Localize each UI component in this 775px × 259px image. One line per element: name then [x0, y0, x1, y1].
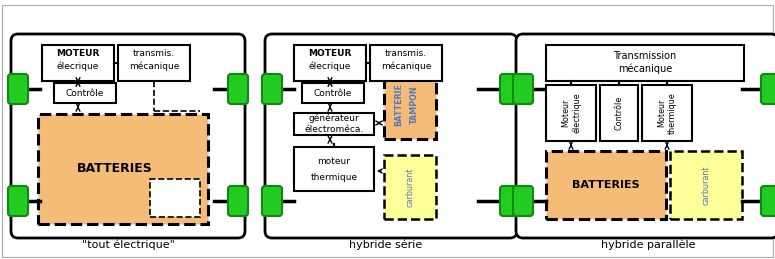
Text: BATTERIE: BATTERIE — [394, 83, 404, 126]
Text: hybride parallèle: hybride parallèle — [601, 240, 695, 250]
Text: carburant: carburant — [701, 165, 711, 205]
FancyBboxPatch shape — [761, 74, 775, 104]
FancyBboxPatch shape — [294, 147, 374, 191]
Text: mécanique: mécanique — [618, 64, 672, 74]
Text: MOTEUR: MOTEUR — [308, 49, 352, 59]
Text: Moteur
électrique: Moteur électrique — [561, 93, 581, 133]
FancyBboxPatch shape — [600, 85, 638, 141]
Text: élecrique: élecrique — [308, 61, 351, 71]
Text: Contrôle: Contrôle — [66, 89, 104, 97]
Text: transmis.: transmis. — [385, 49, 427, 59]
FancyBboxPatch shape — [54, 83, 116, 103]
FancyBboxPatch shape — [42, 45, 114, 81]
Text: transmis.: transmis. — [133, 49, 175, 59]
FancyBboxPatch shape — [546, 85, 596, 141]
FancyBboxPatch shape — [302, 83, 364, 103]
FancyBboxPatch shape — [500, 74, 520, 104]
Text: moteur: moteur — [318, 157, 350, 167]
FancyBboxPatch shape — [761, 186, 775, 216]
FancyBboxPatch shape — [384, 155, 436, 219]
Text: BATTERIES: BATTERIES — [78, 162, 153, 176]
Text: carburant: carburant — [405, 167, 415, 207]
Text: mécanique: mécanique — [129, 61, 179, 71]
Text: MOTEUR: MOTEUR — [57, 49, 100, 59]
FancyBboxPatch shape — [513, 186, 533, 216]
FancyBboxPatch shape — [8, 74, 28, 104]
FancyBboxPatch shape — [8, 186, 28, 216]
FancyBboxPatch shape — [546, 45, 744, 81]
FancyBboxPatch shape — [370, 45, 442, 81]
FancyBboxPatch shape — [546, 151, 666, 219]
FancyBboxPatch shape — [516, 34, 775, 238]
FancyBboxPatch shape — [294, 45, 366, 81]
FancyBboxPatch shape — [670, 151, 742, 219]
FancyBboxPatch shape — [38, 114, 208, 224]
Text: électroméca.: électroméca. — [305, 125, 363, 133]
Text: "tout électrique": "tout électrique" — [81, 240, 174, 250]
FancyBboxPatch shape — [118, 45, 190, 81]
Text: générateur: générateur — [308, 113, 360, 123]
FancyBboxPatch shape — [11, 34, 245, 238]
Text: Transmission: Transmission — [613, 51, 677, 61]
FancyBboxPatch shape — [384, 71, 436, 139]
FancyBboxPatch shape — [262, 74, 282, 104]
Text: élecrique: élecrique — [57, 61, 99, 71]
FancyBboxPatch shape — [513, 74, 533, 104]
Text: Moteur
thermique: Moteur thermique — [657, 92, 677, 134]
FancyBboxPatch shape — [228, 74, 248, 104]
FancyBboxPatch shape — [265, 34, 517, 238]
FancyBboxPatch shape — [150, 179, 200, 217]
FancyBboxPatch shape — [228, 186, 248, 216]
Text: mécanique: mécanique — [381, 61, 431, 71]
Text: hybride série: hybride série — [350, 240, 422, 250]
FancyBboxPatch shape — [642, 85, 692, 141]
FancyBboxPatch shape — [262, 186, 282, 216]
Text: BATTERIES: BATTERIES — [572, 180, 640, 190]
Text: Contrôle: Contrôle — [615, 96, 624, 130]
FancyBboxPatch shape — [500, 186, 520, 216]
Text: thermique: thermique — [311, 172, 357, 182]
Text: TAMPON: TAMPON — [409, 86, 419, 124]
FancyBboxPatch shape — [294, 113, 374, 135]
Text: Contrôle: Contrôle — [314, 89, 352, 97]
